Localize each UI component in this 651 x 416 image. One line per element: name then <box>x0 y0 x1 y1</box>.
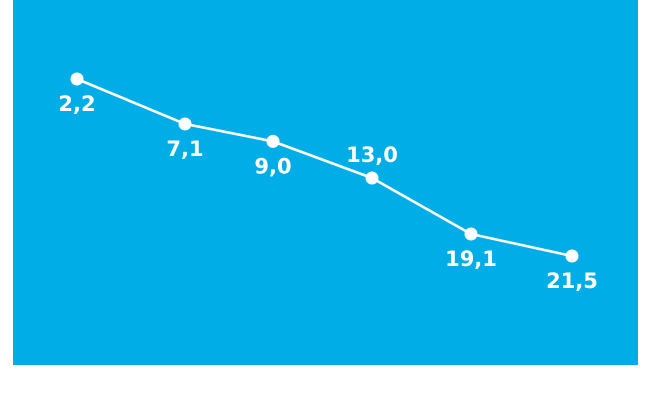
data-labels: 2,2 7,1 9,0 13,0 19,1 21,5 <box>58 92 598 293</box>
data-point-2 <box>178 117 192 131</box>
data-point-6 <box>565 249 579 263</box>
data-label-2: 7,1 <box>166 137 203 161</box>
data-point-5 <box>464 227 478 241</box>
data-markers <box>70 72 579 263</box>
data-label-1: 2,2 <box>58 92 95 116</box>
chart-panel <box>13 0 638 365</box>
data-label-5: 19,1 <box>445 247 497 271</box>
data-point-1 <box>70 72 84 86</box>
data-point-4 <box>365 171 379 185</box>
data-label-6: 21,5 <box>546 269 598 293</box>
data-point-3 <box>266 134 280 148</box>
data-label-4: 13,0 <box>346 143 398 167</box>
series-line <box>76 77 573 258</box>
data-label-3: 9,0 <box>254 154 291 178</box>
